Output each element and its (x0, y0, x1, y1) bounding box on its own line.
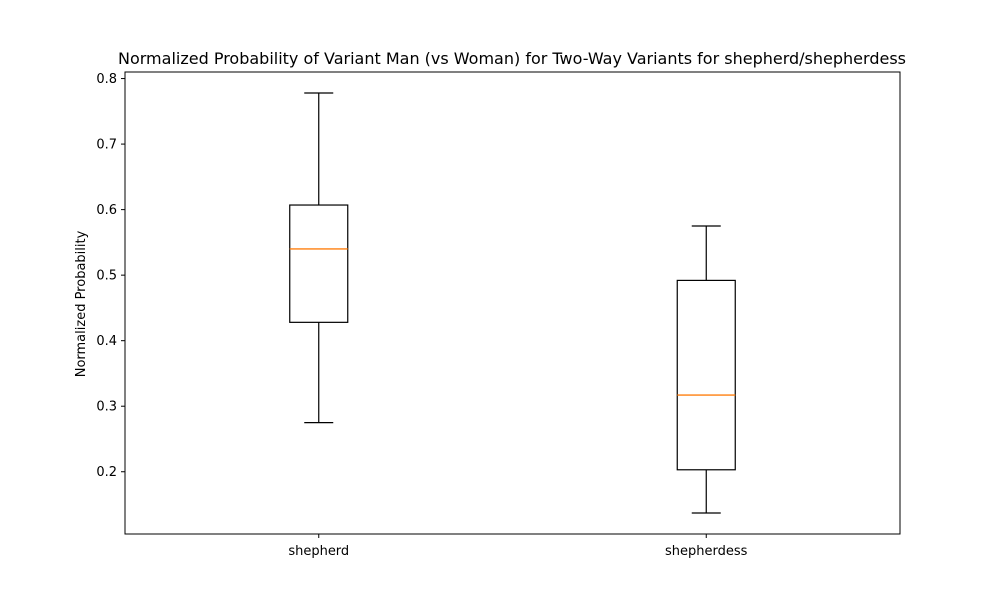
y-axis: 0.2 0.3 0.4 0.5 0.6 0.7 0.8 (96, 72, 125, 480)
y-tick-label: 0.7 (96, 138, 117, 153)
y-tick-label: 0.8 (96, 72, 117, 87)
y-tick-label: 0.3 (96, 400, 117, 415)
box-shepherd (289, 92, 349, 424)
y-tick-label: 0.4 (96, 334, 117, 349)
x-tick-label-shepherdess: shepherdess (665, 544, 748, 559)
x-axis: shepherd shepherdess (288, 534, 748, 559)
x-tick-label-shepherd: shepherd (288, 544, 349, 559)
y-axis-label: Normalized Probability (74, 230, 89, 377)
chart-title: Normalized Probability of Variant Man (v… (118, 49, 906, 68)
y-tick-label: 0.5 (96, 269, 117, 284)
interquartile-box (289, 204, 349, 323)
interquartile-box (676, 279, 736, 471)
y-tick-label: 0.2 (96, 465, 117, 480)
box-shepherdess (676, 225, 736, 514)
plot-content (289, 92, 736, 514)
plot-frame (124, 71, 901, 535)
y-tick-label: 0.6 (96, 203, 117, 218)
